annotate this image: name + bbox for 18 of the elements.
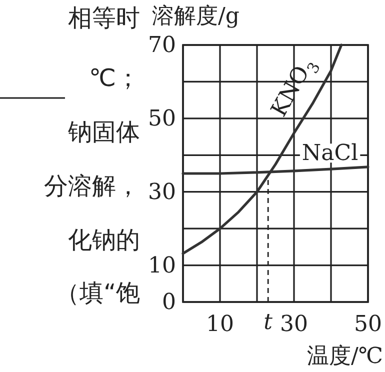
ref-line-label: t (264, 310, 273, 334)
text: 相等时 (68, 4, 140, 32)
text: （填“饱 (56, 279, 140, 307)
y-tick-label: 70 (148, 32, 176, 58)
x-tick-label: 30 (280, 312, 308, 336)
y-axis-title: 溶解度/g (152, 4, 240, 28)
x-tick-label: 50 (354, 312, 382, 336)
text: 分溶解， (44, 172, 140, 200)
y-tick-label: 0 (162, 290, 176, 314)
x-axis-title: 温度/℃ (306, 344, 383, 368)
y-tick-label: 50 (148, 106, 176, 131)
x-tick-label: 10 (206, 312, 234, 336)
series-label: NaCl (302, 140, 358, 166)
y-tick-label: 30 (148, 179, 176, 204)
text: 钠固体 (67, 118, 140, 146)
y-tick-label: 10 (148, 252, 176, 278)
text: 化钠的 (68, 226, 140, 254)
text: ℃； (89, 64, 140, 92)
